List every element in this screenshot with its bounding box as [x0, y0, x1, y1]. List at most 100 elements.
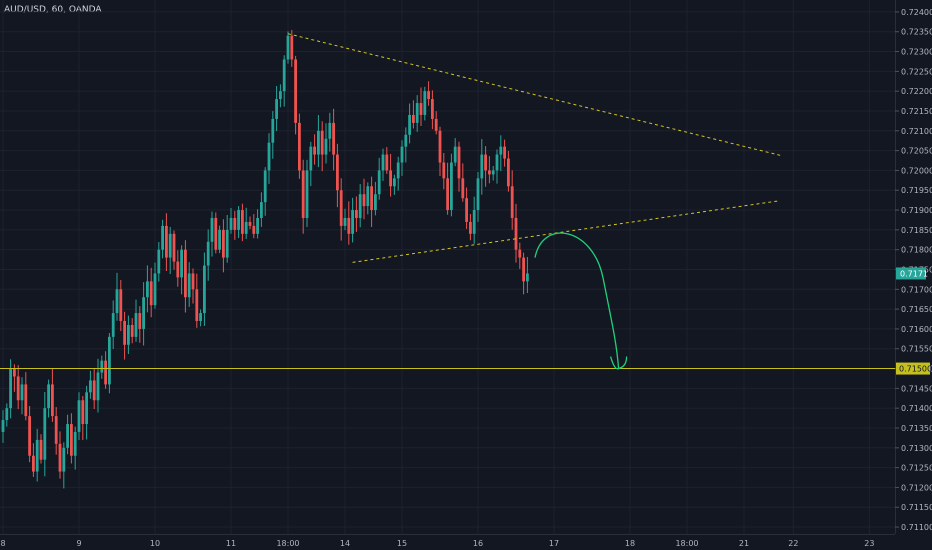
- candle-body: [134, 313, 138, 337]
- candle-body: [263, 170, 267, 203]
- candle-body: [389, 170, 392, 187]
- candle-body: [176, 261, 180, 278]
- candle: [66, 414, 69, 455]
- candle-body: [123, 321, 126, 345]
- candle-body: [73, 431, 77, 456]
- candle-body: [503, 146, 506, 159]
- candle-body: [28, 416, 31, 456]
- candle-body: [396, 162, 400, 179]
- candle-body: [522, 257, 525, 282]
- candle-body: [165, 225, 168, 258]
- price-tick-label: 0.71650: [901, 305, 932, 314]
- candle: [446, 162, 449, 215]
- candle-body: [446, 178, 449, 211]
- candle: [267, 133, 271, 184]
- price-tick-label: 0.71100: [901, 523, 932, 532]
- candle-body: [317, 130, 320, 155]
- candle: [233, 210, 237, 240]
- candle: [309, 141, 313, 187]
- candle-body: [62, 447, 66, 472]
- candle: [172, 230, 176, 270]
- candle-body: [77, 400, 81, 432]
- candle-body: [20, 384, 24, 401]
- candle: [195, 273, 199, 328]
- candle-body: [267, 142, 271, 171]
- chart-grid: [0, 0, 895, 534]
- candle-body: [450, 162, 453, 211]
- candle-body: [32, 455, 35, 472]
- candle-body: [491, 170, 495, 175]
- candle-body: [233, 217, 237, 230]
- candle-body: [419, 103, 423, 115]
- candle: [168, 226, 172, 275]
- candle: [370, 176, 373, 227]
- time-tick-label: 15: [397, 539, 407, 548]
- candle: [461, 163, 465, 202]
- candle: [1, 410, 5, 443]
- price-tick-label: 0.71450: [901, 384, 932, 393]
- candle: [453, 138, 457, 167]
- candle: [495, 149, 499, 184]
- candle: [499, 135, 503, 172]
- candle: [472, 196, 476, 244]
- candle-body: [332, 122, 335, 155]
- candle-body: [469, 221, 472, 234]
- candle-body: [275, 99, 278, 119]
- candle-body: [161, 225, 164, 250]
- candle: [115, 272, 119, 321]
- candle-body: [336, 154, 339, 191]
- candle-body: [248, 221, 252, 226]
- candle: [412, 100, 415, 129]
- candle: [222, 219, 225, 273]
- candle: [385, 147, 389, 174]
- time-tick-label: 14: [340, 539, 350, 548]
- candle-body: [514, 217, 518, 250]
- candle: [241, 203, 244, 242]
- candle: [275, 85, 278, 131]
- time-tick-label: 11: [226, 539, 236, 548]
- time-tick-label: 16: [473, 539, 483, 548]
- candle-body: [252, 225, 256, 234]
- candle: [9, 359, 12, 419]
- candle-body: [351, 210, 354, 234]
- candle: [70, 413, 73, 464]
- candle-body: [203, 265, 206, 314]
- candle: [256, 209, 259, 239]
- candle: [32, 443, 35, 477]
- candle-body: [286, 35, 290, 60]
- symbol-title: AUD/USD, 60, OANDA: [4, 5, 102, 15]
- candle: [423, 86, 427, 121]
- candle-body: [442, 162, 446, 179]
- candle: [381, 148, 385, 181]
- candle: [16, 365, 20, 410]
- candle-body: [115, 289, 119, 314]
- candle: [127, 315, 130, 355]
- candle-body: [111, 313, 115, 337]
- candle: [157, 242, 161, 282]
- candle: [351, 197, 354, 243]
- candle: [476, 171, 480, 222]
- candle-body: [393, 178, 396, 187]
- candle-body: [81, 400, 85, 425]
- current-price-tag: 0.7171: [900, 269, 928, 278]
- candle: [96, 358, 100, 413]
- candle: [252, 214, 256, 239]
- candle: [153, 262, 157, 309]
- candle: [176, 250, 180, 287]
- candle-body: [210, 217, 214, 242]
- candle: [123, 311, 126, 360]
- candle-body: [279, 91, 282, 100]
- candle-body: [355, 210, 358, 218]
- price-tick-label: 0.72200: [901, 87, 932, 96]
- candle: [298, 113, 301, 179]
- candle: [347, 201, 351, 245]
- candle-body: [153, 273, 157, 306]
- candle-body: [385, 154, 389, 171]
- candle: [47, 379, 50, 418]
- candle: [336, 143, 339, 208]
- candle-body: [457, 146, 461, 179]
- candle: [39, 434, 43, 464]
- candle: [415, 95, 419, 132]
- candle: [62, 442, 66, 489]
